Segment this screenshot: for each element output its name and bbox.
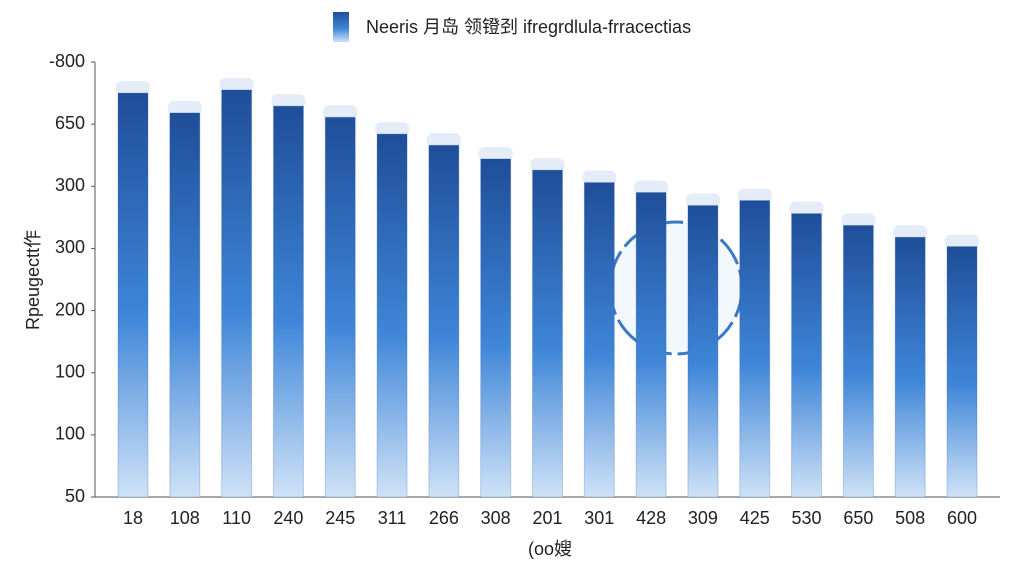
bar	[635, 192, 667, 498]
bar	[169, 112, 201, 498]
bar	[117, 92, 149, 498]
bar-glow	[271, 94, 306, 109]
bar-glow	[634, 180, 669, 195]
bar	[894, 236, 926, 498]
x-tick-label: 650	[843, 508, 873, 528]
y-axis-label: Rpeugectt作	[23, 230, 43, 330]
x-tick-label: 301	[584, 508, 614, 528]
highlight-circle	[608, 220, 744, 356]
bar	[480, 158, 512, 498]
y-tick-label: 200	[55, 299, 85, 319]
x-tick-label: 600	[947, 508, 977, 528]
bar	[842, 224, 874, 498]
legend-label: Neeris 月岛 领镫刭 ifregrdlula-frracectias	[366, 17, 691, 37]
bar	[687, 205, 719, 498]
x-tick-label: 530	[792, 508, 822, 528]
bar	[324, 116, 356, 498]
bar-glow	[219, 77, 254, 92]
legend-swatch	[333, 12, 349, 42]
x-axis-label: (oo嫂	[528, 539, 572, 559]
bar-glow	[478, 146, 513, 161]
bar-glow	[375, 122, 410, 137]
x-tick-label: 508	[895, 508, 925, 528]
x-tick-label: 425	[740, 508, 770, 528]
bar	[221, 89, 253, 498]
x-tick-label: 18	[123, 508, 143, 528]
bar-glow	[582, 170, 617, 185]
y-tick-label: 100	[55, 424, 85, 444]
bar-glow	[737, 188, 772, 203]
x-tick-label: 245	[325, 508, 355, 528]
bar-glow	[116, 81, 150, 96]
bar-glow	[945, 234, 979, 249]
bar	[272, 105, 304, 498]
bar-glow	[167, 100, 202, 115]
bar	[376, 133, 408, 498]
bar-glow	[530, 158, 565, 173]
bar-glow	[323, 105, 358, 120]
x-tick-label: 108	[170, 508, 200, 528]
y-tick-label: -800	[49, 51, 85, 71]
x-tick-label: 266	[429, 508, 459, 528]
bar	[739, 200, 771, 498]
y-tick-label: 300	[55, 175, 85, 195]
bar-glow	[426, 133, 461, 148]
x-tick-label: 240	[273, 508, 303, 528]
x-tick-label: 308	[481, 508, 511, 528]
bar	[428, 144, 460, 498]
bar	[583, 182, 615, 498]
bar-glow	[893, 225, 928, 240]
x-tick-label: 428	[636, 508, 666, 528]
x-tick-label: 110	[222, 508, 251, 528]
bar	[946, 246, 978, 498]
y-tick-label: 50	[65, 486, 85, 506]
y-tick-label: 100	[55, 361, 85, 381]
x-tick-label: 201	[532, 508, 562, 528]
x-tick-label: 311	[378, 508, 407, 528]
bar	[532, 169, 563, 498]
y-tick-label: 300	[55, 237, 85, 257]
y-tick-label: 650	[55, 113, 85, 133]
bar-glow	[789, 201, 824, 216]
bar-glow	[685, 193, 720, 208]
bar	[791, 213, 823, 498]
x-tick-label: 309	[688, 508, 718, 528]
bar-glow	[841, 213, 876, 228]
